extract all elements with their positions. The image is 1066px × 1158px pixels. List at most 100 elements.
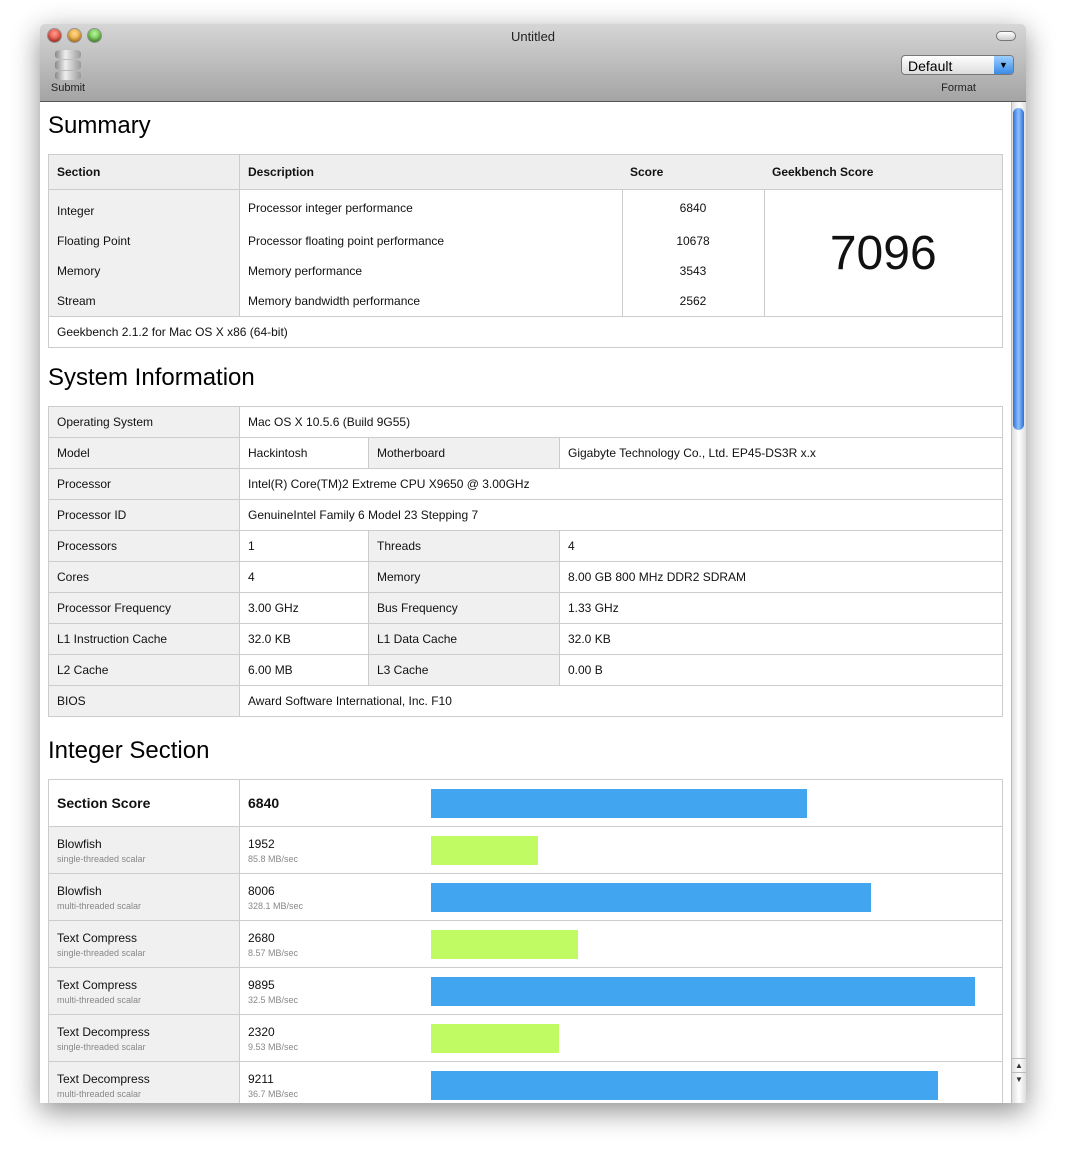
- window-title: Untitled: [510, 29, 556, 44]
- test-rate: 328.1 MB/sec: [248, 900, 304, 911]
- system-heading: System Information: [48, 364, 255, 391]
- info-label: Cores: [48, 561, 240, 593]
- section-score-value: 6840: [239, 779, 431, 827]
- section-description: Processor floating point performance: [239, 226, 623, 256]
- motherboard-label: Motherboard: [368, 437, 560, 469]
- info-label: Memory: [368, 561, 560, 593]
- test-score: 9211: [248, 1071, 274, 1086]
- benchmark-row: Blowfish single-threaded scalar 1952 85.8 …: [48, 826, 1003, 874]
- close-button[interactable]: [48, 29, 61, 42]
- scrollbar-thumb[interactable]: [1013, 108, 1024, 430]
- system-row: Processor Frequency 3.00 GHz Bus Frequency…: [48, 592, 1003, 624]
- section-name: Memory: [48, 256, 240, 286]
- col-header: Geekbench Score: [764, 154, 1003, 190]
- info-value: 0.00 B: [559, 654, 1003, 686]
- info-label: Threads: [368, 530, 560, 562]
- info-label: L2 Cache: [48, 654, 240, 686]
- col-header: Score: [622, 154, 764, 190]
- test-kind: single-threaded scalar: [57, 947, 146, 958]
- app-window: Untitled Submit Default ▼ Format Summary…: [40, 24, 1026, 1103]
- test-name: Text Decompress: [57, 1071, 150, 1086]
- section-score: 6840: [621, 189, 765, 226]
- benchmark-row: Text Decompress multi-threaded scalar 921…: [48, 1061, 1003, 1103]
- benchmark-row: Blowfish multi-threaded scalar 8006 328.1 …: [48, 873, 1003, 921]
- info-value: 6.00 MB: [239, 654, 369, 686]
- test-rate: 36.7 MB/sec: [248, 1088, 299, 1099]
- section-description: Processor integer performance: [239, 189, 623, 226]
- test-rate: 9.53 MB/sec: [248, 1041, 299, 1052]
- report-content: Summary Section Description Score Geekbe…: [40, 102, 1012, 1103]
- bios-value: Award Software International, Inc. F10: [239, 685, 1003, 717]
- toolbar-toggle-button[interactable]: [996, 31, 1016, 41]
- integer-table: Section Score 6840 Blowfish single-thread…: [48, 779, 1003, 1103]
- vertical-scrollbar[interactable]: ▲ ▼: [1011, 102, 1026, 1103]
- test-kind: multi-threaded scalar: [57, 994, 142, 1005]
- test-score-bar: [431, 976, 976, 1006]
- processor-id-value: GenuineIntel Family 6 Model 23 Stepping …: [239, 499, 1003, 531]
- info-label: Bus Frequency: [368, 592, 560, 624]
- test-kind: multi-threaded scalar: [57, 1088, 142, 1099]
- integer-heading: Integer Section: [48, 737, 210, 764]
- test-kind: multi-threaded scalar: [57, 900, 142, 911]
- info-value: 8.00 GB 800 MHz DDR2 SDRAM: [559, 561, 1003, 593]
- format-value: Default: [908, 58, 953, 74]
- window-controls: [48, 29, 101, 42]
- test-rate: 32.5 MB/sec: [248, 994, 299, 1005]
- format-select[interactable]: Default ▼: [901, 55, 1014, 75]
- system-row: Processors 1 Threads 4: [48, 530, 1003, 562]
- geekbench-score: 7096: [763, 189, 1003, 317]
- system-row: L1 Instruction Cache 32.0 KB L1 Data Cache…: [48, 623, 1003, 655]
- col-header: Description: [239, 154, 622, 190]
- motherboard-value: Gigabyte Technology Co., Ltd. EP45-DS3R …: [559, 437, 1003, 469]
- submit-button[interactable]: Submit: [48, 50, 88, 94]
- test-score-bar: [431, 1070, 938, 1100]
- summary-heading: Summary: [48, 112, 151, 139]
- benchmark-row: Text Compress single-threaded scalar 2680…: [48, 920, 1003, 968]
- scroll-down-button[interactable]: ▼: [1012, 1072, 1026, 1087]
- info-value: 32.0 KB: [559, 623, 1003, 655]
- test-rate: 85.8 MB/sec: [248, 853, 299, 864]
- minimize-button[interactable]: [68, 29, 81, 42]
- processor-value: Intel(R) Core(TM)2 Extreme CPU X9650 @ 3…: [239, 468, 1003, 500]
- info-value: 1.33 GHz: [559, 592, 1003, 624]
- info-label: Processor Frequency: [48, 592, 240, 624]
- test-name: Text Compress: [57, 930, 138, 945]
- test-score-bar: [431, 882, 872, 912]
- submit-label: Submit: [50, 82, 86, 94]
- os-value: Mac OS X 10.5.6 (Build 9G55): [239, 406, 1003, 438]
- section-score: 3543: [621, 256, 765, 286]
- chevron-down-icon: ▼: [994, 56, 1013, 74]
- test-kind: single-threaded scalar: [57, 853, 146, 864]
- summary-row: Memory Memory performance 3543: [48, 256, 1003, 286]
- database-icon: [55, 50, 81, 80]
- test-name: Text Compress: [57, 977, 138, 992]
- section-score-label: Section Score: [48, 779, 240, 827]
- test-score: 8006: [248, 883, 275, 898]
- info-value: 32.0 KB: [239, 623, 369, 655]
- section-score: 2562: [621, 286, 765, 317]
- system-row: Cores 4 Memory 8.00 GB 800 MHz DDR2 SDRAM: [48, 561, 1003, 593]
- format-label: Format: [941, 82, 976, 94]
- info-label: L1 Instruction Cache: [48, 623, 240, 655]
- processor-label: Processor: [48, 468, 240, 500]
- test-score-bar: [431, 1023, 559, 1053]
- summary-row: Integer Processor integer performance 68…: [48, 189, 1003, 317]
- model-value: Hackintosh: [239, 437, 369, 469]
- summary-row: Stream Memory bandwidth performance 2562: [48, 286, 1003, 317]
- col-header: Section: [48, 154, 240, 190]
- summary-table: Section Description Score Geekbench Scor…: [48, 154, 1003, 348]
- version-footer: Geekbench 2.1.2 for Mac OS X x86 (64-bit…: [48, 316, 1003, 348]
- test-score: 1952: [248, 836, 275, 851]
- bios-label: BIOS: [48, 685, 240, 717]
- info-value: 3.00 GHz: [239, 592, 369, 624]
- zoom-button[interactable]: [88, 29, 101, 42]
- info-label: Processors: [48, 530, 240, 562]
- test-rate: 8.57 MB/sec: [248, 947, 299, 958]
- info-value: 4: [239, 561, 369, 593]
- model-label: Model: [48, 437, 240, 469]
- system-table: Operating System Mac OS X 10.5.6 (Build 9…: [48, 406, 1003, 717]
- test-score: 2320: [248, 1024, 275, 1039]
- scroll-up-button[interactable]: ▲: [1012, 1058, 1026, 1073]
- test-name: Blowfish: [57, 836, 102, 851]
- info-value: 4: [559, 530, 1003, 562]
